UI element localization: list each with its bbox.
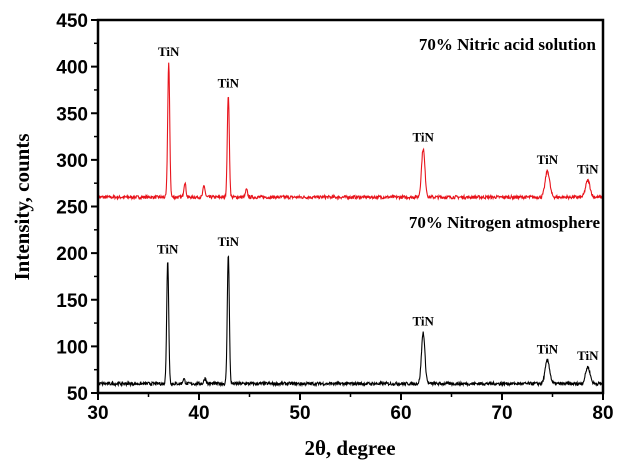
peak-label-tin: TiN [577,348,599,363]
y-tick-label: 300 [56,151,88,172]
y-tick-label: 250 [56,198,88,219]
series-label-nitric: 70% Nitric acid solution [419,35,597,54]
series-line-nitric [97,62,604,201]
x-tick-label: 80 [592,403,613,424]
peak-label-tin: TiN [158,44,180,59]
y-axis-title: Intensity, counts [10,133,34,280]
y-tick-label: 400 [56,58,88,79]
peak-label-tin: TiN [413,130,435,145]
y-tick-label: 150 [56,291,88,312]
series-label-nitrogen: 70% Nitrogen atmosphere [409,213,601,232]
y-tick-label: 450 [56,11,88,32]
peak-label-tin: TiN [218,234,240,249]
peak-label-tin: TiN [577,161,599,176]
axes: 30 40 50 60 70 80 50 100 150 200 250 300 350 400 450 [56,11,613,424]
x-axis-title: 2θ, degree [304,436,395,460]
peak-label-tin: TiN [157,242,179,257]
y-tick-label: 50 [67,384,88,405]
peak-label-tin: TiN [537,341,559,356]
y-tick-label: 200 [56,244,88,265]
peak-label-tin: TiN [537,152,559,167]
x-tick-label: 60 [390,403,411,424]
series-layer [97,62,604,388]
x-tick-label: 40 [188,403,209,424]
series-line-nitrogen [97,255,604,388]
plot-frame [96,18,605,395]
x-tick-label: 30 [87,403,108,424]
y-tick-label: 100 [56,337,88,358]
peak-label-tin: TiN [413,313,435,328]
peak-labels: TiN TiN TiN TiN TiN TiN TiN TiN TiN TiN [157,44,599,363]
x-tick-label: 50 [289,403,310,424]
x-tick-label: 70 [491,403,512,424]
y-tick-label: 350 [56,104,88,125]
peak-label-tin: TiN [218,76,240,91]
